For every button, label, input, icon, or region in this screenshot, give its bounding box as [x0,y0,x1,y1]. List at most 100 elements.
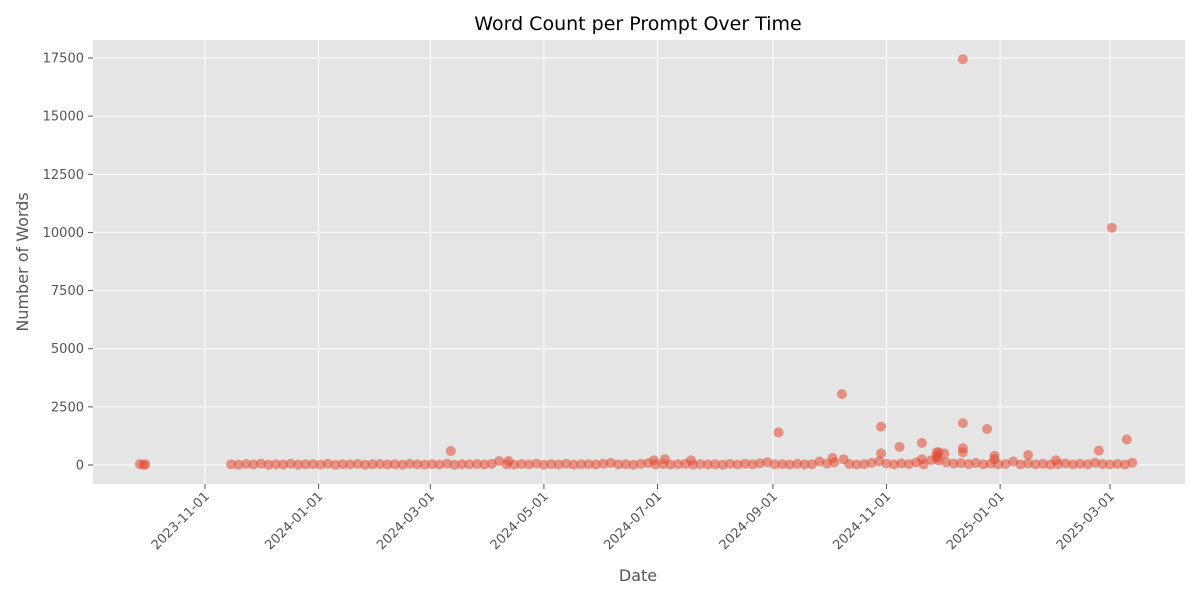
data-point [982,424,993,434]
data-point [270,459,281,470]
x-tick-label: 2024-01-01 [262,489,326,553]
data-points [134,54,1138,470]
data-point [255,458,266,469]
data-point [717,459,728,470]
data-point [665,459,676,470]
data-point [337,459,348,470]
data-point [345,459,356,470]
data-point [1023,458,1034,469]
data-point [876,421,886,432]
data-point [635,458,646,469]
data-point [725,458,736,469]
data-point [531,458,542,469]
data-point [1093,445,1104,456]
x-tick-label: 2025-01-01 [944,489,1008,553]
data-point [732,459,743,470]
data-point [829,457,840,468]
data-point [241,459,251,469]
y-tick-label: 15000 [43,110,84,125]
data-point [769,459,780,470]
data-point [963,459,974,470]
data-point [650,459,661,470]
data-point [479,459,490,470]
data-point [970,457,981,468]
data-point [784,459,795,470]
data-point [957,447,968,458]
data-point [553,459,564,470]
data-point [509,459,520,470]
data-point [941,457,952,468]
y-tick-label: 2500 [51,400,84,415]
data-point [300,459,311,470]
data-point [939,448,950,459]
data-point [1023,450,1034,460]
data-point [471,459,482,469]
data-point [956,458,966,469]
data-point [844,459,855,469]
data-point [1112,458,1123,469]
data-point [814,456,825,467]
data-point [278,459,289,470]
data-point [894,441,905,452]
data-point [248,459,259,470]
data-point [576,459,587,470]
data-point [1127,457,1138,468]
data-point [598,458,609,469]
data-point [866,457,877,468]
data-point [434,459,445,470]
data-point [605,457,616,468]
data-point [747,459,758,470]
y-tick-label: 10000 [43,226,84,241]
data-point [1121,434,1132,445]
data-point [464,459,475,470]
data-point [773,427,784,438]
y-axis-label: Number of Words [13,192,32,331]
data-point [1038,458,1048,469]
data-point [859,459,870,470]
data-point [673,459,683,470]
data-point [881,458,892,469]
data-point [1067,459,1078,470]
data-point [285,458,296,469]
x-tick-label: 2024-11-01 [830,489,894,553]
data-point [1097,459,1108,470]
y-tick-label: 12500 [43,168,84,183]
data-point [360,459,371,470]
data-point [330,459,341,470]
chart-title: Word Count per Prompt Over Time [474,13,801,35]
data-point [836,389,847,400]
x-tick-label: 2024-07-01 [601,489,665,553]
data-point [352,458,363,469]
x-tick-label: 2023-11-01 [149,489,213,553]
data-point [397,459,408,470]
data-point [851,459,862,470]
y-tick-label: 0 [76,459,84,474]
data-point [382,459,393,470]
data-point [948,458,959,469]
data-point [695,459,706,470]
data-point [710,459,721,470]
data-point [591,459,601,470]
data-point [412,459,423,470]
data-point [293,459,304,470]
y-axis-ticks: 0 2500 5000 7500 10000 12500 15000 17500 [43,52,93,474]
data-point [375,459,385,469]
plot-area [93,40,1185,484]
data-point [620,459,631,470]
x-tick-label: 2024-03-01 [374,489,438,553]
data-point [445,446,456,456]
data-point [516,459,527,469]
data-point [1090,457,1101,468]
data-point [404,458,415,469]
data-point [457,459,467,470]
data-point [427,459,438,470]
data-point [561,458,572,469]
data-point [568,459,579,470]
data-point [889,459,899,470]
data-point [957,418,968,429]
data-point [494,456,505,466]
data-point [754,458,765,469]
grid-lines [93,40,1185,484]
data-point [419,459,430,470]
